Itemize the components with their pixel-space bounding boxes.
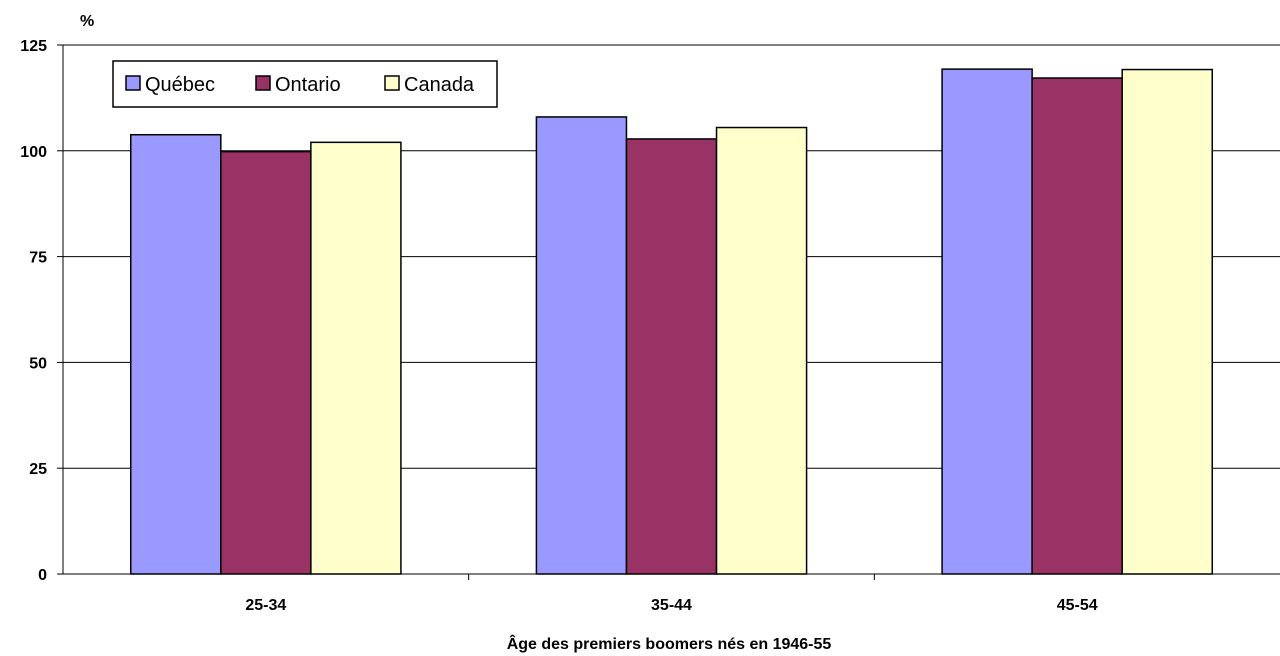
bar-ontario-25-34 [221,152,311,574]
bar-canada-35-44 [717,128,807,574]
bar-québec-25-34 [131,135,221,574]
y-tick-labels: 0 25 50 75 100 125 [20,38,47,584]
x-tick-label: 35-44 [651,597,692,614]
y-tick-label: 0 [38,567,47,584]
bar-québec-45-54 [942,69,1032,574]
y-tick-label: 25 [29,461,47,478]
legend: Québec Ontario Canada [113,61,497,107]
bars [131,69,1213,574]
x-tick-label: 25-34 [245,597,286,614]
x-tick-label: 45-54 [1057,597,1098,614]
x-axis-title: Âge des premiers boomers nés en 1946-55 [507,634,832,653]
bar-canada-45-54 [1122,70,1212,574]
legend-swatch-québec [126,76,140,90]
y-tick-label: 125 [20,38,47,55]
bar-ontario-45-54 [1032,78,1122,574]
x-tick-labels: 25-34 35-44 45-54 [245,597,1097,614]
y-tick-label: 50 [29,355,47,372]
legend-swatch-ontario [256,76,270,90]
y-tick-label: 75 [29,250,47,267]
bar-québec-35-44 [536,117,626,574]
y-tick-label: 100 [20,144,47,161]
legend-label-québec: Québec [145,74,215,96]
bar-ontario-35-44 [626,139,716,574]
legend-label-ontario: Ontario [275,74,341,96]
y-axis-unit-label: % [80,13,94,30]
bar-canada-25-34 [311,142,401,574]
legend-label-canada: Canada [404,74,475,96]
legend-swatch-canada [385,76,399,90]
